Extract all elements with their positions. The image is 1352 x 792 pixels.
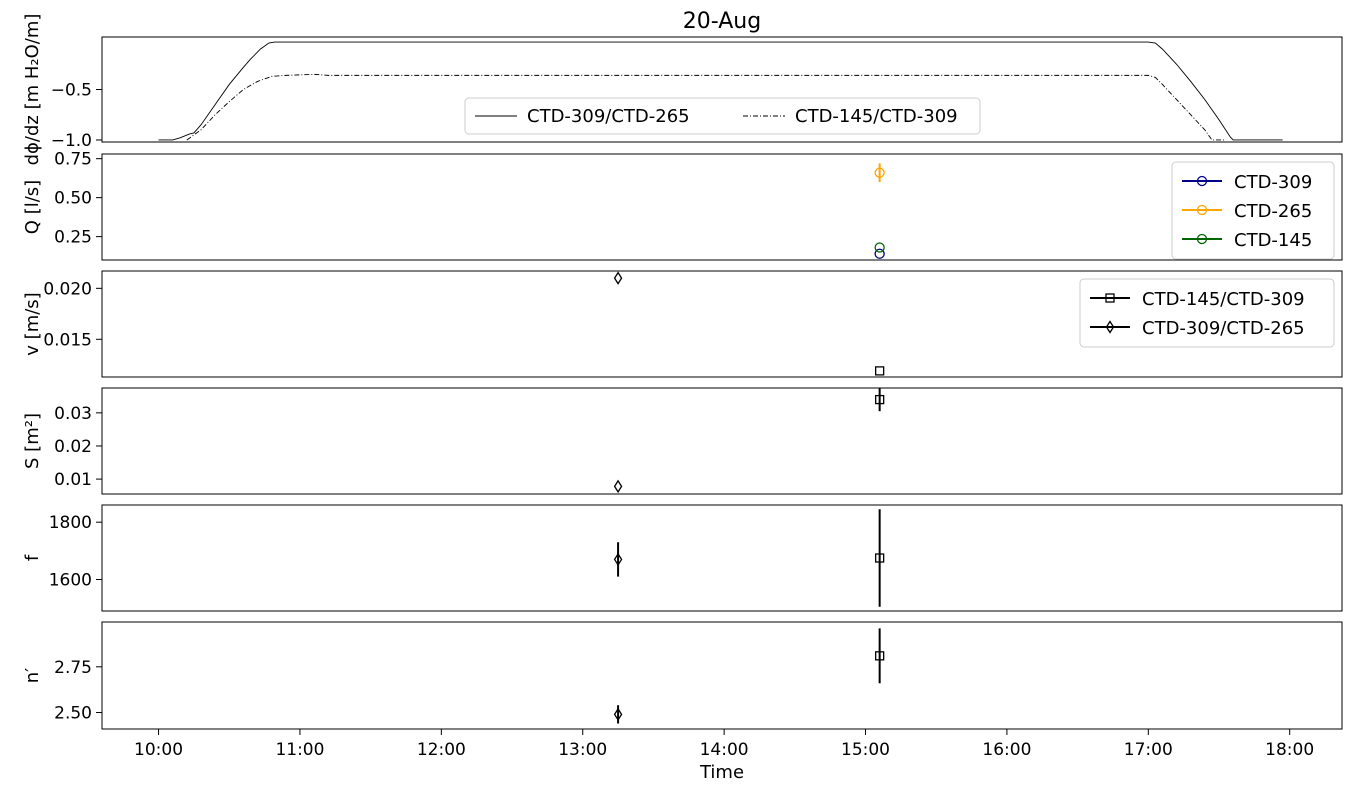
legend-marker xyxy=(1196,233,1208,245)
x-axis: 10:00 11:00 12:00 13:00 14:00 15:00 16:00 17:00… xyxy=(134,729,1314,760)
legend-label: CTD-145 xyxy=(1234,230,1312,251)
y-tick-label: −1.0 xyxy=(51,131,92,151)
legend-marker xyxy=(1105,293,1115,303)
x-tick-label: 18:00 xyxy=(1265,740,1314,760)
data-point xyxy=(875,394,885,405)
x-tick-label: 10:00 xyxy=(134,740,183,760)
legend-label: CTD-309 xyxy=(1234,172,1312,193)
legend-label: CTD-265 xyxy=(1234,201,1312,222)
data-point xyxy=(613,552,623,567)
data-point xyxy=(875,651,885,661)
panel-4: 0.01 0.02 0.03 S [m²] xyxy=(22,387,1343,495)
data-point xyxy=(874,167,885,178)
y-axis-label: n′ xyxy=(22,668,43,684)
figure-title: 20-Aug xyxy=(683,9,761,34)
x-tick-label: 15:00 xyxy=(841,740,890,760)
y-tick-label: −0.5 xyxy=(51,81,92,101)
x-tick-label: 13:00 xyxy=(558,740,607,760)
series-line xyxy=(158,41,1283,141)
legend-box xyxy=(1171,161,1335,260)
legend-label: CTD-145/CTD-309 xyxy=(795,106,958,127)
y-tick-label: 2.75 xyxy=(54,658,92,678)
panel-frame xyxy=(101,504,1343,612)
y-tick-label: 1600 xyxy=(49,570,92,590)
panel-1: −0.5 −1.0 dϕ/dz [m H₂O/m] CTD-309/CTD-265 CT… xyxy=(22,14,1343,166)
data-point xyxy=(613,707,623,722)
legend-label: CTD-145/CTD-309 xyxy=(1142,289,1305,310)
y-tick-label: 0.50 xyxy=(54,189,92,209)
data-point xyxy=(613,479,623,494)
y-tick-label: 0.03 xyxy=(54,404,92,424)
panels: −0.5 −1.0 dϕ/dz [m H₂O/m] CTD-309/CTD-265 CT… xyxy=(22,14,1343,730)
data-point xyxy=(613,271,623,285)
data-point xyxy=(874,248,885,259)
legend-label: CTD-309/CTD-265 xyxy=(1142,318,1305,339)
panel-frame xyxy=(101,153,1343,261)
y-axis-label: S [m²] xyxy=(22,413,43,469)
y-tick-label: 0.02 xyxy=(54,437,92,457)
x-tick-label: 12:00 xyxy=(417,740,466,760)
legend-box xyxy=(464,97,981,135)
legend-marker xyxy=(1196,175,1208,187)
legend-box xyxy=(1079,278,1335,348)
legend-label: CTD-309/CTD-265 xyxy=(527,106,690,127)
y-tick-label: 1800 xyxy=(49,513,92,533)
data-point xyxy=(875,366,885,376)
panel-frame xyxy=(101,270,1343,378)
y-tick-label: 0.75 xyxy=(54,150,92,170)
panel-frame xyxy=(101,387,1343,495)
data-point xyxy=(875,553,885,563)
panel-frame xyxy=(101,621,1343,730)
series-line xyxy=(186,73,1227,141)
x-tick-label: 11:00 xyxy=(275,740,324,760)
panel-6: 2.50 2.75 n′ xyxy=(22,621,1343,730)
y-axis-label: v [m/s] xyxy=(22,292,43,355)
y-tick-label: 0.01 xyxy=(54,470,92,490)
legend-marker xyxy=(1196,204,1208,216)
y-axis-label: dϕ/dz [m H₂O/m] xyxy=(22,14,43,166)
x-tick-label: 16:00 xyxy=(982,740,1031,760)
y-tick-label: 0.25 xyxy=(54,228,92,248)
y-axis-label: Q [l/s] xyxy=(22,180,43,234)
legend-marker xyxy=(1105,320,1115,334)
data-point xyxy=(874,242,885,253)
y-tick-label: 0.015 xyxy=(43,330,92,350)
panel-2: 0.25 0.50 0.75 Q [l/s] CTD-309 CTD-265 CTD-145 xyxy=(22,150,1343,261)
y-axis-label: f xyxy=(22,554,43,561)
x-tick-label: 14:00 xyxy=(700,740,749,760)
panel-5: 1600 1800 f xyxy=(22,504,1343,612)
x-tick-label: 17:00 xyxy=(1124,740,1173,760)
x-axis-label: Time xyxy=(699,762,744,783)
panel-frame xyxy=(101,36,1343,143)
y-tick-label: 2.50 xyxy=(54,704,92,724)
y-tick-label: 0.020 xyxy=(43,279,92,299)
